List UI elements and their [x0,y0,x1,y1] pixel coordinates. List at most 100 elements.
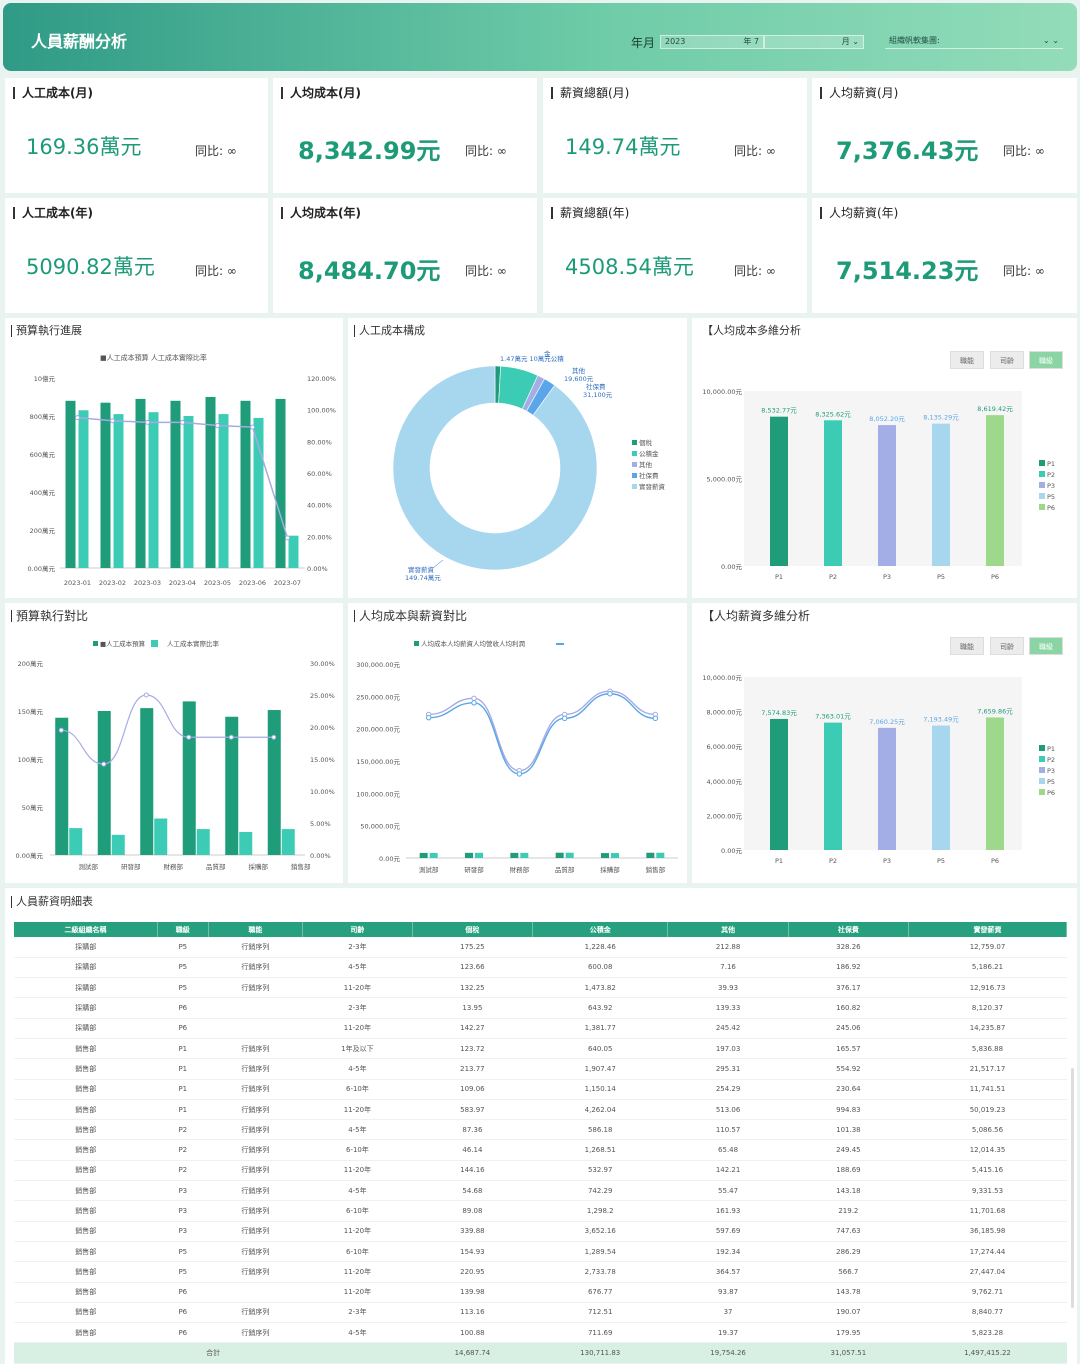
table-row[interactable]: 銷售部 P5 行銷序列 11-20年 220.95 2,733.78 364.57 566.7… [14,1261,1067,1283]
table-row[interactable]: 銷售部 P5 行銷序列 6-10年 154.93 1,289.54 192.34 286.29… [14,1241,1067,1263]
table-row[interactable]: 銷售部 P1 行銷序列 6-10年 109.06 1,150.14 254.29 230.64… [14,1079,1067,1100]
value-bar [878,425,896,566]
y-tick-label: 50,000.00元 [360,823,400,831]
table-row[interactable]: 銷售部 P6 行銷序列 2-3年 113.16 712.51 37 190.07 8,840.7… [14,1302,1067,1324]
table-scrollbar[interactable] [1071,1068,1074,1308]
table-row[interactable]: 採購部 P5 行銷序列 11-20年 132.25 1,473.82 39.93 376.17… [14,977,1067,999]
table-cell: P5 [157,957,209,979]
kpi-value: 7,376.43元 [836,137,979,165]
kpi-card: 人工成本(年) 5090.82萬元 同比: ∞ [5,198,268,313]
budget-bar [97,711,111,855]
table-cell [208,1018,303,1039]
table-row[interactable]: 銷售部 P1 行銷序列 4-5年 213.77 1,907.47 295.31 554.92 2… [14,1058,1067,1080]
ratio-line [61,694,274,765]
table-cell: 600.08 [532,957,668,979]
table-row[interactable]: 銷售部 P3 行銷序列 6-10年 89.08 1,298.2 161.93 219.2 11,… [14,1200,1067,1222]
table-cell: 597.69 [667,1221,789,1242]
table-cell: P1 [157,1079,209,1100]
table-cell: P3 [157,1200,209,1222]
panel-title: 預算執行對比 [11,610,88,622]
table-cell: 2,733.78 [532,1261,668,1283]
column-header[interactable]: 實發薪資 [908,922,1067,937]
table-cell: 銷售部 [14,1160,158,1182]
table-row[interactable]: 銷售部 P2 行銷序列 6-10年 46.14 1,268.51 65.48 249.45 12… [14,1139,1067,1161]
salary-bar [520,852,529,858]
dim-button-grade[interactable]: 職級 [1029,637,1063,655]
column-header[interactable]: 公積金 [532,922,669,937]
year-select[interactable]: 2023 年 7 [660,35,764,49]
table-cell: 376.17 [788,977,909,999]
column-header[interactable]: 個稅 [412,922,534,937]
legend-label: P6 [1047,504,1055,512]
x-tick-label: 測試部 [419,865,439,874]
actual-bar [218,414,229,568]
column-header[interactable]: 職能 [208,922,304,937]
table-cell: 46.14 [412,1139,533,1161]
x-tick-label: P3 [883,573,891,581]
table-cell: 行銷序列 [208,977,303,999]
dim-button-grade[interactable]: 職級 [1029,351,1063,369]
table-row[interactable]: 採購部 P6 11-20年 142.27 1,381.77 245.42 245.06 14,… [14,1018,1067,1039]
table-row[interactable]: 銷售部 P1 行銷序列 1年及以下 123.72 640.05 197.03 165.57 5,… [14,1038,1067,1060]
table-cell: 87.36 [412,1119,533,1141]
column-header[interactable]: 其他 [667,922,789,937]
table-cell: 12,916.73 [908,977,1067,999]
total-cell: 130,711.83 [532,1342,668,1364]
budget-bar [65,400,76,568]
value-bar [770,416,788,566]
legend-label: 公積金 [639,449,659,458]
table-cell: 113.16 [412,1302,533,1324]
column-header[interactable]: 司齡 [302,922,413,937]
table-row[interactable]: 採購部 P5 行銷序列 2-3年 175.25 1,228.46 212.88 328.26 1… [14,937,1067,958]
year-value: 2023 [665,37,686,46]
table-row[interactable]: 採購部 P6 2-3年 13.95 643.92 139.33 160.82 8,120.37 [14,997,1067,1019]
kpi-value: 5090.82萬元 [26,255,155,279]
table-cell: 4-5年 [302,1119,413,1141]
dim-button-tenure[interactable]: 司齡 [990,351,1024,369]
table-row[interactable]: 銷售部 P3 行銷序列 11-20年 339.88 3,652.16 597.69 747.6… [14,1221,1067,1242]
table-row[interactable]: 銷售部 P6 行銷序列 4-5年 100.88 711.69 19.37 179.95 5,82… [14,1322,1067,1344]
column-header[interactable]: 社保費 [788,922,910,937]
table-row[interactable]: 銷售部 P2 行銷序列 11-20年 144.16 532.97 142.21 188.69 5… [14,1160,1067,1182]
budget-bar [140,708,154,855]
data-label: 8,325.62元 [815,410,851,418]
table-cell: 36,185.98 [908,1221,1067,1242]
total-cell: 14,687.74 [412,1342,533,1364]
table-cell: 行銷序列 [208,1221,303,1242]
dim-button-function[interactable]: 職能 [950,351,984,369]
table-row[interactable]: 銷售部 P2 行銷序列 4-5年 87.36 586.18 110.57 101.38 5,08… [14,1119,1067,1141]
data-label: 7,193.49元 [923,716,959,724]
table-row[interactable]: 銷售部 P1 行銷序列 11-20年 583.97 4,262.04 513.06 994.8… [14,1099,1067,1121]
actual-bar [253,417,264,568]
dim-button-function[interactable]: 職能 [950,637,984,655]
table-cell: 144.16 [412,1160,533,1182]
column-header[interactable]: 職級 [157,922,209,937]
table-row[interactable]: 採購部 P5 行銷序列 4-5年 123.66 600.08 7.16 186.92 5,186… [14,957,1067,979]
org-select[interactable]: 組織帆軟集團: ⌄ ⌄ [885,35,1063,49]
legend-swatch [1039,482,1045,488]
kpi-yoy: 同比: ∞ [734,144,776,158]
table-cell: 採購部 [14,977,158,999]
month-select[interactable]: 月 ⌄ [764,35,864,49]
actual-bar [111,834,125,855]
column-header[interactable]: 二級組織名稱 [14,922,158,937]
ratio-point [180,419,185,425]
legend-text: ■人工成本預算 人工成本實際比率 [100,353,207,362]
series-point [561,715,568,722]
series-line [428,693,656,775]
table-row[interactable]: 銷售部 P6 11-20年 139.98 676.77 93.87 143.78 9,762.… [14,1282,1067,1303]
table-cell: 21,517.17 [908,1058,1067,1080]
table-cell: 2-3年 [302,1302,413,1324]
table-cell: P2 [157,1119,209,1141]
table-row[interactable]: 銷售部 P3 行銷序列 4-5年 54.68 742.29 55.47 143.18 9,331… [14,1180,1067,1202]
table-cell: 532.97 [532,1160,668,1182]
y-tick-label: 50萬元 [22,803,44,812]
y-tick-label: 0.00萬元 [16,851,44,860]
cost-bar [646,852,655,858]
salary-bar [429,852,438,858]
table-cell: 銷售部 [14,1119,158,1141]
dim-button-tenure[interactable]: 司齡 [990,637,1024,655]
avg-salary-multi-chart: 10,000.00元 8,000.00元 6,000.00元 4,000.00元 2,0… [702,674,1055,865]
y2-tick-label: 40.00% [307,502,332,510]
series-point [607,691,613,697]
